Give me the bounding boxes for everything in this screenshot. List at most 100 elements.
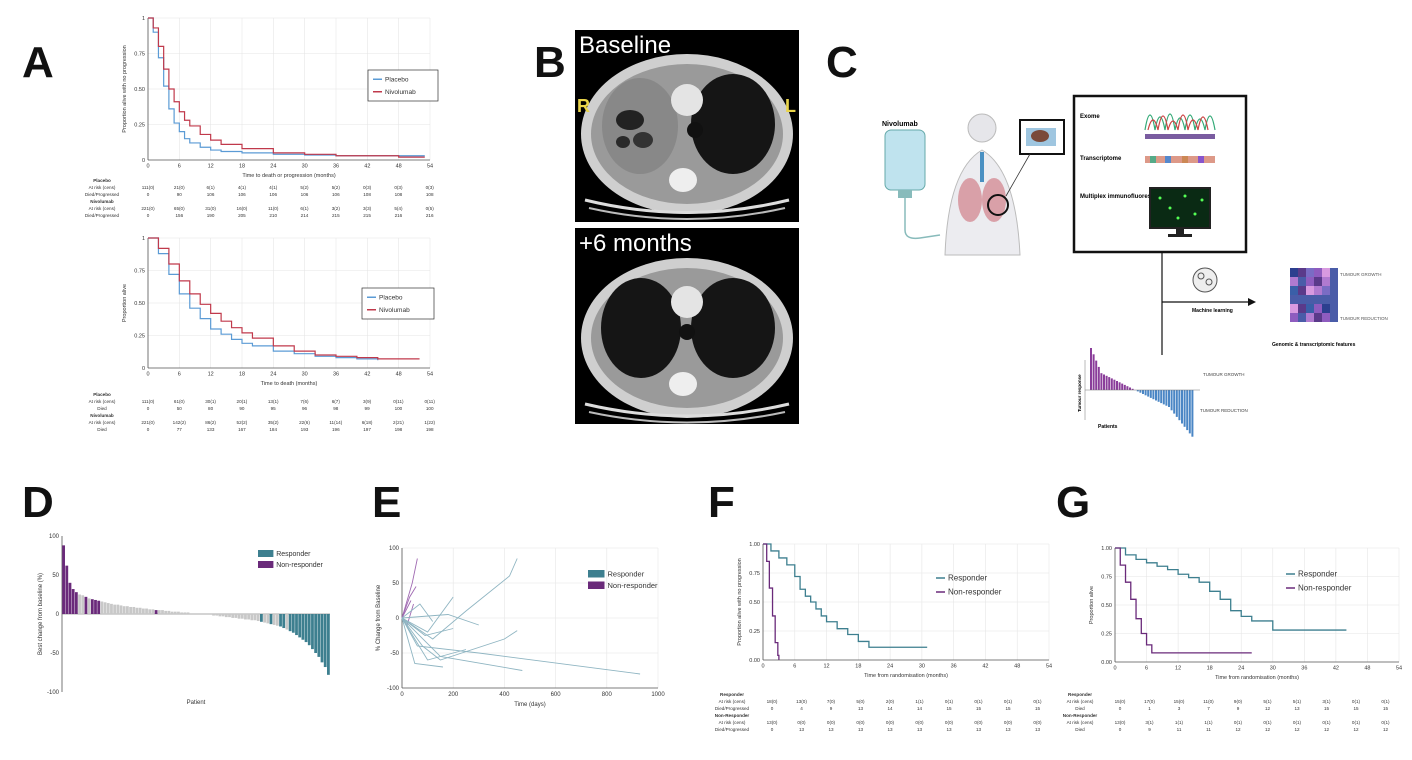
- x-tick-label: 0: [146, 372, 149, 378]
- heatmap-cell: [1290, 313, 1298, 322]
- x-tick-label: 18: [239, 372, 245, 378]
- spider-line-responder: [401, 617, 467, 661]
- y-tick-label: 0: [56, 612, 60, 618]
- x-tick-label: 12: [208, 164, 214, 170]
- iv-bag-icon: [884, 129, 941, 240]
- x-tick-label: 6: [793, 664, 796, 670]
- risk-cell: 4(1): [269, 185, 278, 190]
- heatmap-cell: [1290, 277, 1298, 286]
- waterfall-bar: [68, 582, 72, 614]
- risk-cell: 15: [1324, 706, 1330, 711]
- panel-letter-f: F: [708, 478, 735, 527]
- legend-label: Non-responder: [608, 581, 659, 590]
- legend-label: Non-responder: [1298, 584, 1352, 593]
- risk-cell: 0(1): [945, 699, 954, 704]
- risk-cell: 5(2): [300, 185, 309, 190]
- risk-cell: 198: [426, 427, 434, 432]
- waterfall-bar: [260, 614, 263, 622]
- x-tick-label: 6: [178, 372, 181, 378]
- schematic-bar: [1090, 348, 1092, 390]
- panel-letter-b: B: [534, 38, 566, 87]
- heatmap-cell: [1330, 313, 1338, 322]
- y-tick-label: 0.75: [134, 268, 145, 274]
- risk-cell: 0(11): [393, 399, 404, 404]
- waterfall-bar: [205, 614, 209, 615]
- waterfall-bar: [141, 608, 145, 614]
- heatmap-cell: [1306, 313, 1314, 322]
- drug-label: Nivolumab: [882, 121, 918, 128]
- panel-g-os-chart: 0.00 0.25 0.50 0.75 1.00 0 6 12 18 24 30 36 42 48 54 Pr…: [1089, 546, 1402, 681]
- waterfall-bar: [173, 611, 177, 614]
- km-curve-non-responder: [763, 543, 780, 660]
- x-tick-label: 12: [823, 664, 829, 670]
- heatmap-cell: [1306, 277, 1314, 286]
- spider-line-nonresponder: [401, 558, 418, 619]
- risk-cell: 133: [207, 427, 215, 432]
- risk-cell: 184: [269, 427, 277, 432]
- waterfall-bar: [135, 607, 139, 614]
- risk-cell: 0(1): [1322, 720, 1331, 725]
- risk-cell: 1(1): [915, 699, 924, 704]
- risk-row-label: At risk (cens): [1067, 699, 1094, 704]
- schematic-bar: [1108, 377, 1111, 390]
- panel-a-risk-table-top: Placebo At risk (cens) 111(0) 21(0) 6(1) 4(1)…: [85, 178, 435, 218]
- heatmap-cell: [1322, 304, 1330, 313]
- risk-cell: 13: [828, 727, 834, 732]
- risk-cell: 11(0): [1203, 699, 1214, 704]
- x-tick-label: 48: [396, 164, 402, 170]
- risk-row-label: Died: [97, 406, 107, 411]
- heatmap-cell: [1314, 286, 1322, 295]
- omics-mif-label: Multiplex immunofluorescence microscopy: [1080, 194, 1204, 200]
- risk-cell: 0(3): [394, 185, 403, 190]
- schematic-bar: [1123, 384, 1126, 390]
- y-tick-label: 0.50: [134, 301, 145, 307]
- waterfall-bar: [177, 611, 180, 614]
- waterfall-bar: [113, 604, 117, 614]
- risk-cell: 106: [332, 192, 340, 197]
- km-curve-non-responder: [1115, 547, 1252, 654]
- x-tick-label: 36: [951, 664, 957, 670]
- schematic-bar: [1155, 390, 1157, 401]
- omics-transcriptome-label: Transcriptome: [1080, 156, 1122, 162]
- waterfall-bar: [106, 603, 110, 614]
- spider-line-responder: [401, 558, 518, 640]
- heatmap-cell: [1322, 286, 1330, 295]
- risk-cell: 0(0): [945, 720, 954, 725]
- risk-cell: 96: [302, 406, 308, 411]
- waterfall-bar: [90, 599, 94, 614]
- risk-cell: 0(0): [1004, 720, 1013, 725]
- risk-cell: 197: [363, 427, 371, 432]
- risk-cell: 1: [1148, 706, 1151, 711]
- schematic-bar: [1157, 390, 1160, 402]
- risk-cell: 0(3): [426, 185, 435, 190]
- schematic-growth-label: TUMOUR GROWTH: [1203, 372, 1245, 377]
- y-tick-label: 0: [142, 158, 145, 164]
- schematic-bar: [1139, 390, 1142, 393]
- waterfall-bar: [110, 603, 113, 614]
- risk-cell: 205: [238, 213, 246, 218]
- y-tick-label: -50: [50, 651, 59, 657]
- panel-f-risk-table: Responder At risk (cens) 18(0) 13(0) 7(0) 5(0…: [715, 692, 1042, 732]
- waterfall-bar: [234, 614, 238, 618]
- legend-box: [367, 69, 439, 102]
- risk-row-label: Responder: [1068, 692, 1092, 697]
- risk-cell: 9: [1237, 706, 1240, 711]
- heatmap-cell: [1322, 268, 1330, 277]
- heatmap-cell: [1290, 268, 1298, 277]
- schematic-bar: [1095, 360, 1098, 390]
- risk-cell: 111(0): [142, 185, 155, 190]
- risk-cell: 14: [887, 706, 893, 711]
- risk-cell: 99: [365, 406, 371, 411]
- x-tick-label: 42: [982, 664, 988, 670]
- waterfall-bar: [208, 614, 212, 615]
- risk-cell: 0: [147, 213, 150, 218]
- risk-row-label: At risk (cens): [719, 699, 746, 704]
- risk-cell: 15: [946, 706, 952, 711]
- schematic-bar: [1113, 379, 1116, 390]
- x-tick-label: 18: [239, 164, 245, 170]
- heatmap-cell: [1306, 304, 1314, 313]
- risk-cell: 0: [147, 406, 150, 411]
- schematic-bar: [1110, 378, 1113, 390]
- y-axis-label: Best change from baseline (%): [38, 573, 44, 655]
